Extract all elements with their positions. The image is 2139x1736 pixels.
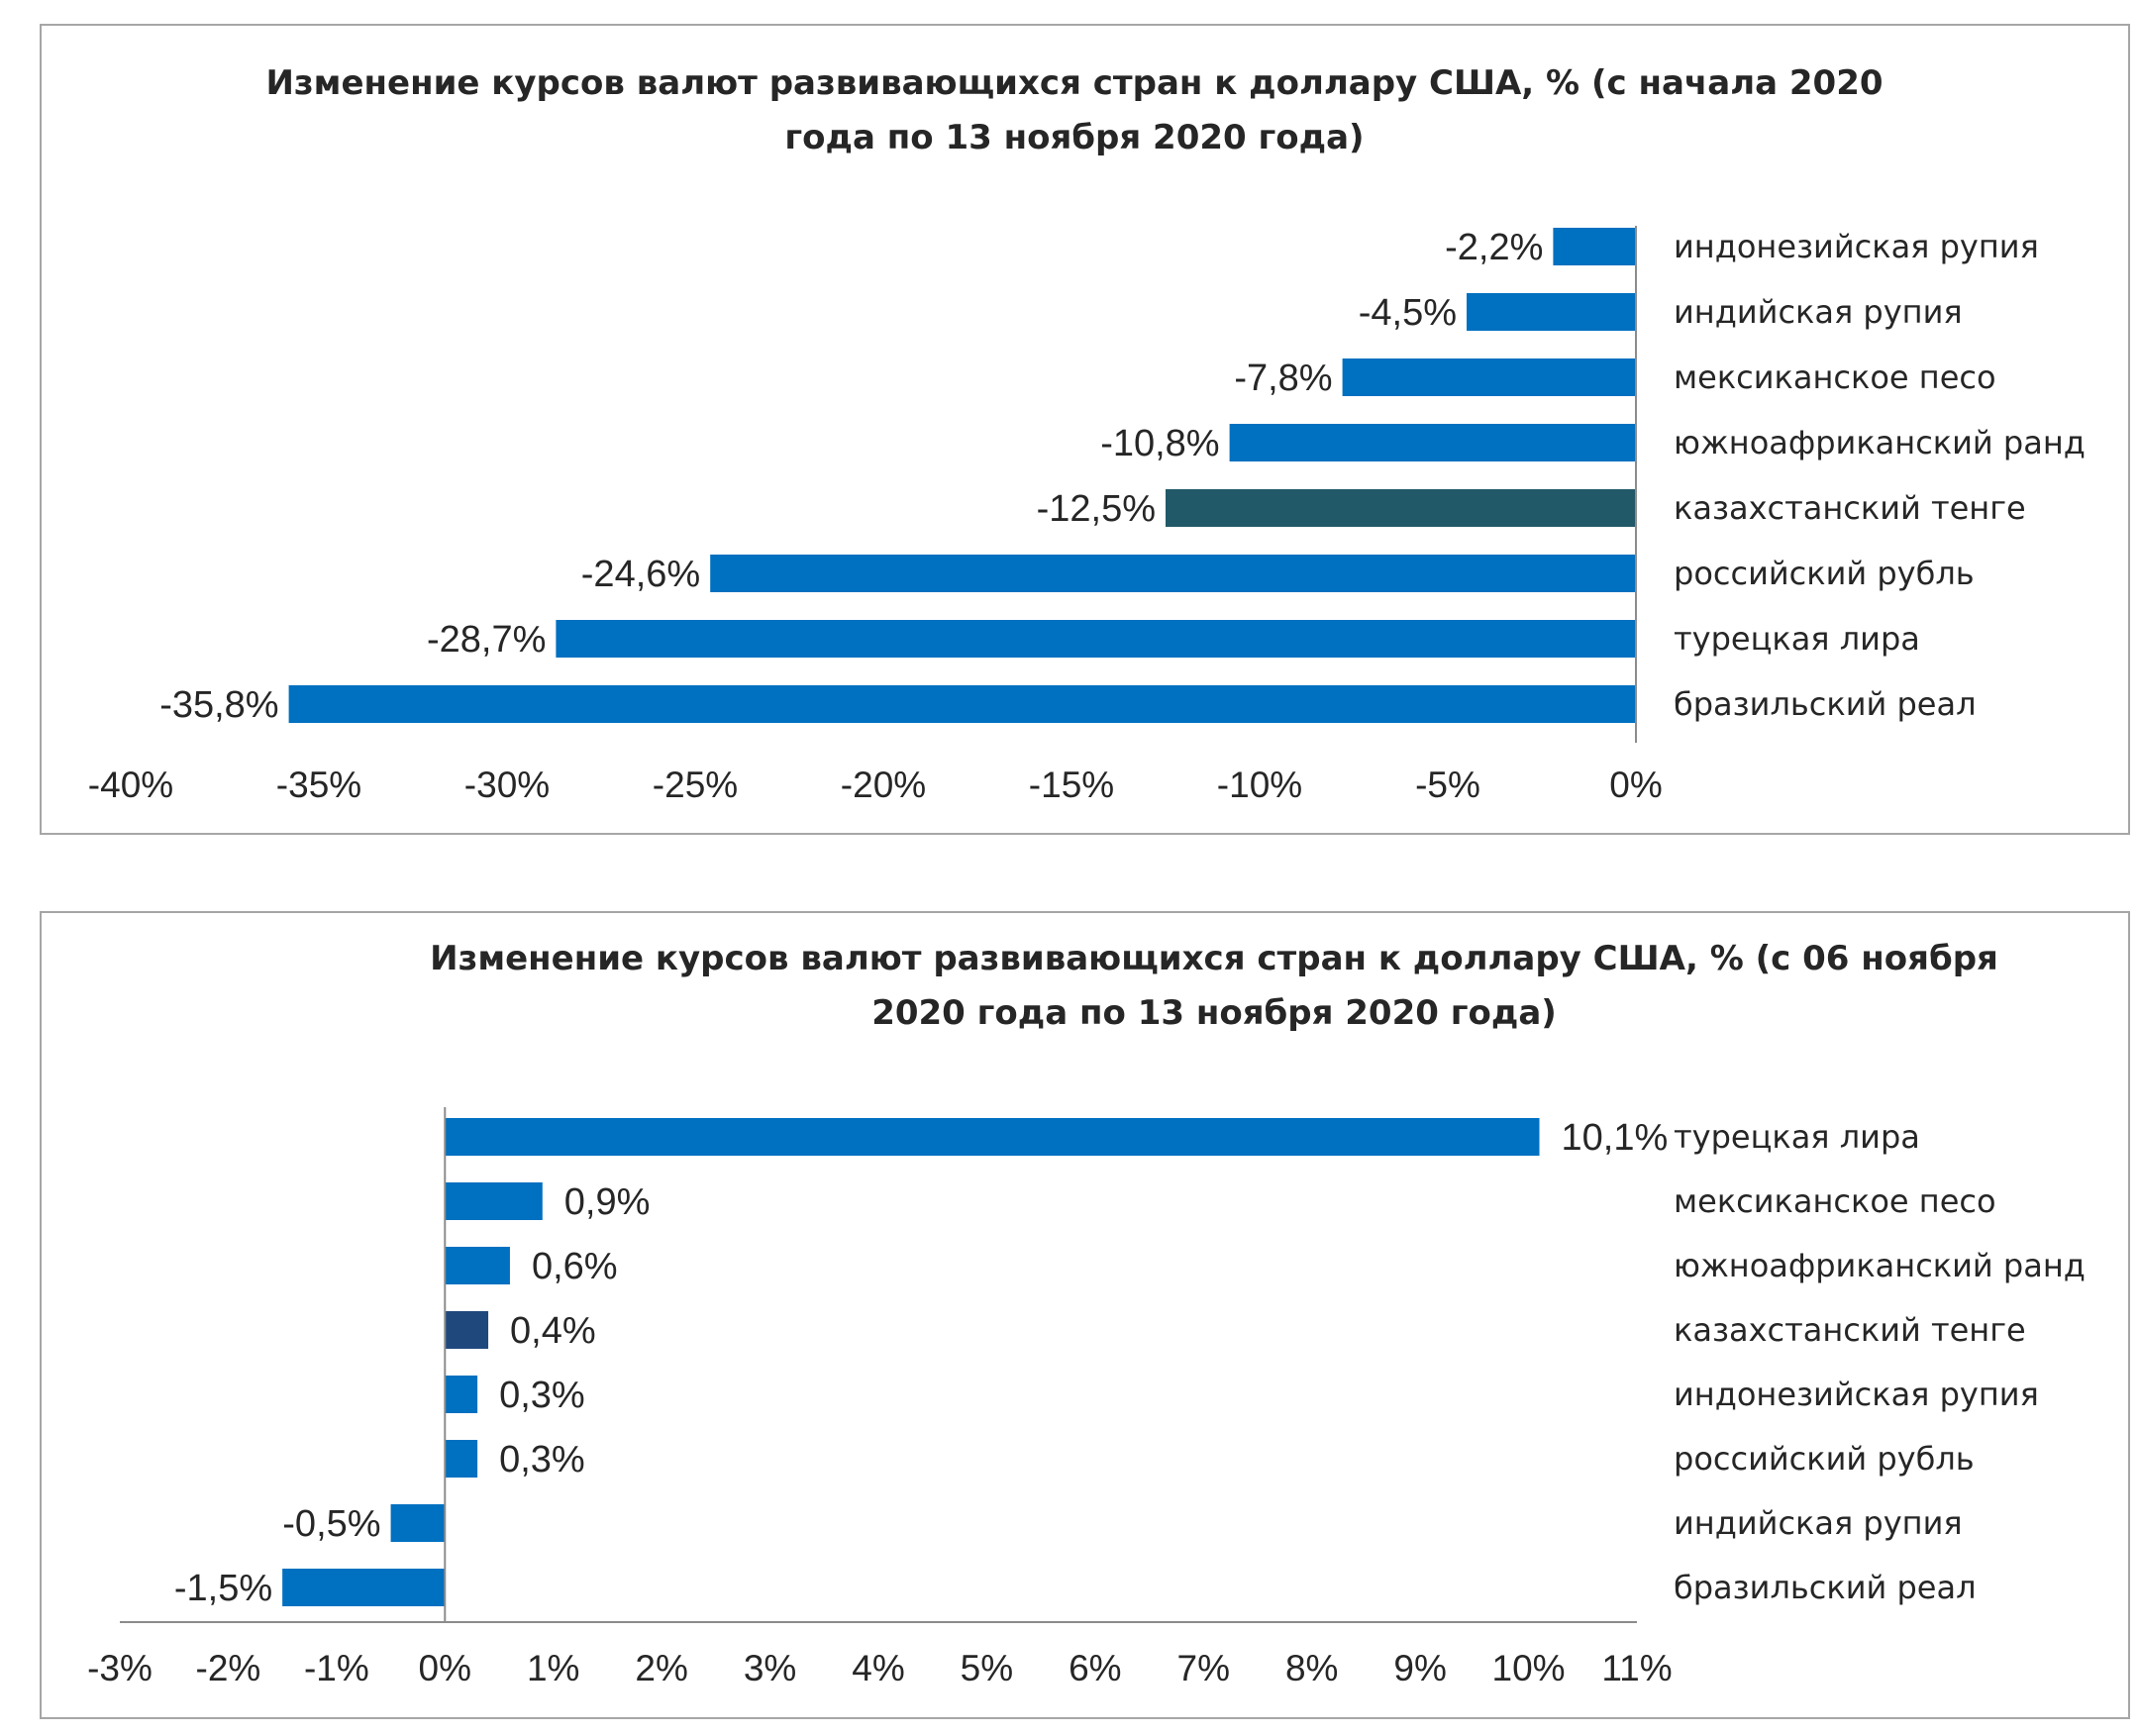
x-tick-label: 3% [744,1648,796,1688]
data-label: 10,1% [1562,1117,1669,1159]
bar [1166,489,1636,527]
bar [710,555,1636,592]
x-tick-label: 1% [527,1648,579,1688]
x-tick-label: 10% [1492,1648,1566,1688]
x-tick-label: 0% [1609,765,1662,805]
x-tick-label: -3% [87,1648,153,1688]
x-tick-label: 4% [852,1648,904,1688]
bar [1342,358,1636,396]
data-label: -0,5% [282,1503,380,1545]
category-label: южноафриканский ранд [1674,424,2086,461]
data-label: -1,5% [174,1568,272,1609]
category-label: турецкая лира [1674,620,1920,658]
category-label: российский рубль [1674,555,1975,592]
category-label: индийская рупия [1674,293,1963,331]
category-label: бразильский реал [1674,1569,1977,1606]
x-tick-label: -20% [841,765,926,805]
chart-since-start-2020: Изменение курсов валют развивающихся стр… [40,24,2130,835]
x-tick-label: 2% [635,1648,687,1688]
chart-title-line-1: Изменение курсов валют развивающихся стр… [265,63,1883,103]
x-tick-label: -35% [276,765,361,805]
bar [282,1569,446,1606]
x-tick-label: 6% [1069,1648,1121,1688]
bar [445,1247,510,1284]
x-tick-label: -1% [304,1648,369,1688]
bar [288,685,1637,723]
data-label: -10,8% [1100,423,1219,464]
data-label: -28,7% [427,619,546,661]
x-tick-label: 11% [1601,1648,1672,1688]
x-tick-label: -2% [196,1648,261,1688]
chart-title-line-2: 2020 года по 13 ноября 2020 года) [871,993,1557,1033]
bar [445,1311,489,1349]
bar [1229,424,1636,461]
category-label: индонезийская рупия [1674,228,2039,265]
category-label: индийская рупия [1674,1504,1963,1542]
category-label: индонезийская рупия [1674,1376,2039,1413]
x-tick-label: -15% [1029,765,1114,805]
bar [445,1118,1540,1156]
x-tick-label: -30% [464,765,550,805]
category-label: турецкая лира [1674,1118,1920,1156]
category-label: казахстанский тенге [1674,1311,2026,1349]
x-tick-label: 7% [1177,1648,1230,1688]
bar [1553,228,1636,265]
data-label: -2,2% [1445,227,1543,268]
data-label: 0,6% [532,1246,618,1287]
chart-title-line-2: года по 13 ноября 2020 года) [784,118,1364,157]
data-label: -35,8% [159,684,278,726]
bar [390,1504,446,1542]
bar [445,1182,543,1220]
chart-marks: -2,2% индонезийская рупия -4,5% индийская р… [88,226,2086,805]
data-label: 0,4% [510,1310,596,1352]
category-label: южноафриканский ранд [1674,1247,2086,1284]
category-label: казахстанский тенге [1674,489,2026,527]
bar [556,620,1636,658]
data-label: -12,5% [1037,488,1156,530]
x-tick-label: 9% [1393,1648,1446,1688]
x-tick-label: -40% [88,765,173,805]
x-tick-label: -10% [1217,765,1302,805]
x-tick-label: -25% [653,765,738,805]
x-tick-label: 5% [961,1648,1013,1688]
bar [445,1376,478,1413]
x-tick-label: 0% [419,1648,471,1688]
chart-title-line-1: Изменение курсов валют развивающихся стр… [430,939,1998,978]
x-tick-label: 8% [1285,1648,1338,1688]
category-label: российский рубль [1674,1440,1975,1478]
category-label: мексиканское песо [1674,358,1996,396]
category-label: мексиканское песо [1674,1182,1996,1220]
data-label: -4,5% [1359,292,1457,334]
data-label: -24,6% [581,554,700,595]
chart-marks: 10,1% турецкая лира 0,9% мексиканское песо 0… [87,1107,2086,1688]
bar [1467,293,1636,331]
x-tick-label: -5% [1415,765,1480,805]
data-label: 0,3% [499,1375,585,1416]
category-label: бразильский реал [1674,685,1977,723]
chart-nov6-nov13-2020: Изменение курсов валют развивающихся стр… [40,911,2130,1719]
data-label: 0,3% [499,1439,585,1481]
data-label: -7,8% [1234,357,1332,399]
data-label: 0,9% [564,1181,651,1223]
bar [445,1440,478,1478]
